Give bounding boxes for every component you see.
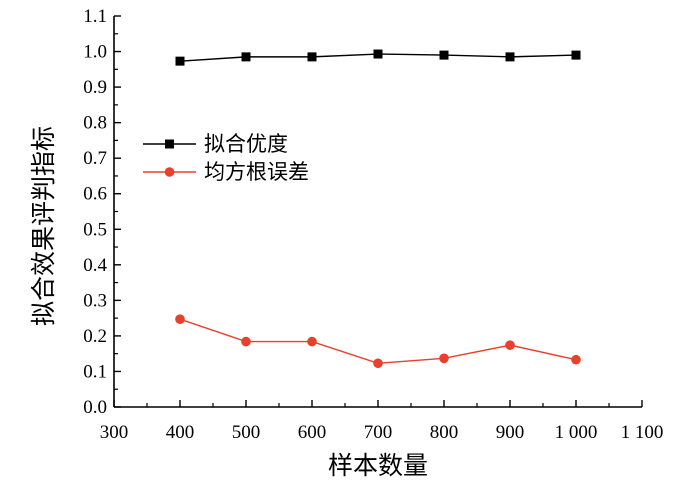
y-tick-label: 1.1: [83, 6, 107, 27]
series-1: [175, 49, 581, 66]
data-point: [505, 52, 515, 62]
data-point: [439, 50, 449, 60]
legend-marker: [165, 139, 174, 149]
axes: 300 400 500 600 700 800 900 1 000 1 1000.00.10.2…: [83, 6, 663, 443]
x-tick-label: 800: [430, 422, 459, 443]
data-point: [439, 353, 449, 364]
x-tick-label: 500: [232, 422, 261, 443]
y-tick-label: 0.6: [83, 184, 107, 205]
y-tick-label: 0.9: [83, 77, 107, 98]
y-tick-label: 0.7: [83, 148, 107, 169]
data-point: [571, 50, 581, 60]
data-point: [373, 49, 383, 59]
y-tick-label: 1.0: [83, 42, 107, 63]
data-point: [241, 336, 251, 347]
y-axis-title: 拟合效果评判指标: [29, 126, 58, 326]
x-tick-label: 700: [364, 422, 393, 443]
y-tick-label: 0.5: [83, 219, 107, 240]
legend-item-1: 拟合优度: [143, 132, 288, 156]
y-tick-label: 0.4: [83, 255, 107, 276]
data-point: [241, 52, 251, 62]
data-point: [175, 56, 185, 66]
data-point: [307, 52, 317, 62]
x-axis-title: 样本数量: [328, 451, 428, 480]
x-tick-label: 600: [298, 422, 327, 443]
y-tick-label: 0.8: [83, 113, 107, 134]
x-tick-label: 300: [100, 422, 129, 443]
data-point: [175, 314, 185, 325]
y-tick-label: 0.2: [83, 326, 107, 347]
data-point: [571, 354, 581, 365]
data-point: [373, 358, 383, 369]
data-point: [505, 340, 515, 350]
legend-label: 均方根误差: [204, 160, 309, 184]
y-tick-label: 0.1: [83, 361, 107, 382]
legend-label: 拟合优度: [204, 132, 288, 156]
y-tick-label: 0.0: [83, 397, 107, 418]
data-point: [307, 336, 317, 347]
x-tick-label: 1 000: [555, 422, 598, 443]
x-tick-label: 400: [166, 422, 195, 443]
series-layer: [175, 49, 581, 369]
series-line: [179, 318, 577, 364]
x-tick-label: 900: [496, 422, 525, 443]
legend-item-2: 均方根误差: [143, 160, 309, 184]
legend-marker: [164, 167, 175, 177]
series-2: [175, 314, 581, 369]
y-tick-label: 0.3: [83, 290, 107, 311]
x-tick-label: 1 100: [621, 422, 664, 443]
